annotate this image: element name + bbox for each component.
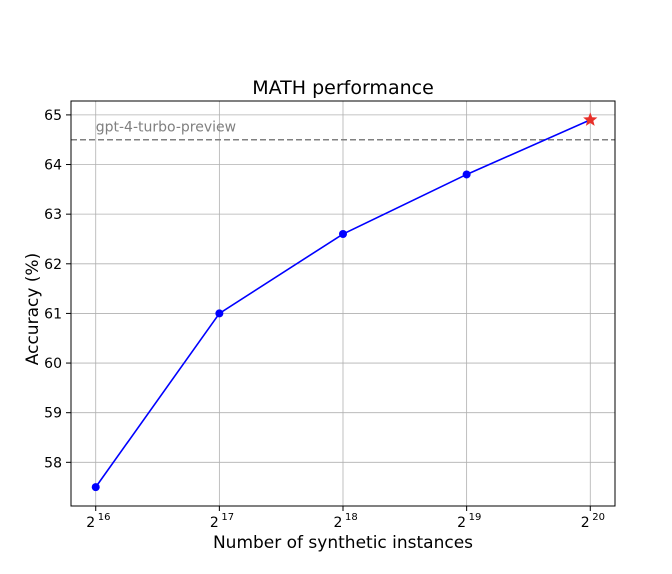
x-tick-label-exponent: 20: [592, 512, 605, 523]
data-point-star: [583, 112, 598, 126]
y-tick-label: 59: [44, 406, 62, 422]
y-tick-label: 61: [44, 306, 62, 322]
x-axis: 2 16 2 17 2 18 2 19 2 20: [86, 506, 605, 531]
x-tick-label-exponent: 19: [469, 512, 482, 523]
y-tick-label: 64: [44, 158, 62, 174]
x-tick-label: 2: [457, 515, 466, 531]
x-tick-label-exponent: 18: [345, 512, 358, 523]
x-tick-label-exponent: 17: [221, 512, 234, 523]
y-axis-label: Accuracy (%): [23, 253, 43, 365]
y-tick-label: 63: [44, 207, 62, 223]
x-tick-label-exponent: 16: [98, 512, 111, 523]
data-point: [215, 309, 224, 318]
reference-line-label: gpt-4-turbo-preview: [96, 120, 236, 136]
data-point: [462, 170, 471, 179]
chart-title: MATH performance: [252, 77, 434, 99]
x-tick-label: 2: [210, 515, 219, 531]
data-point: [339, 230, 347, 239]
x-tick-label: 2: [581, 515, 590, 531]
grid: [71, 101, 615, 506]
data-point: [91, 483, 100, 492]
y-axis: 58 59 60 61 62 63 64 65: [44, 108, 71, 471]
x-axis-label: Number of synthetic instances: [213, 533, 473, 553]
y-tick-label: 62: [44, 257, 62, 273]
y-tick-label: 58: [44, 455, 62, 471]
y-tick-label: 60: [44, 356, 62, 372]
x-tick-label: 2: [334, 515, 343, 531]
x-tick-label: 2: [86, 515, 95, 531]
series-group: [91, 112, 598, 492]
y-tick-label: 65: [44, 108, 62, 124]
